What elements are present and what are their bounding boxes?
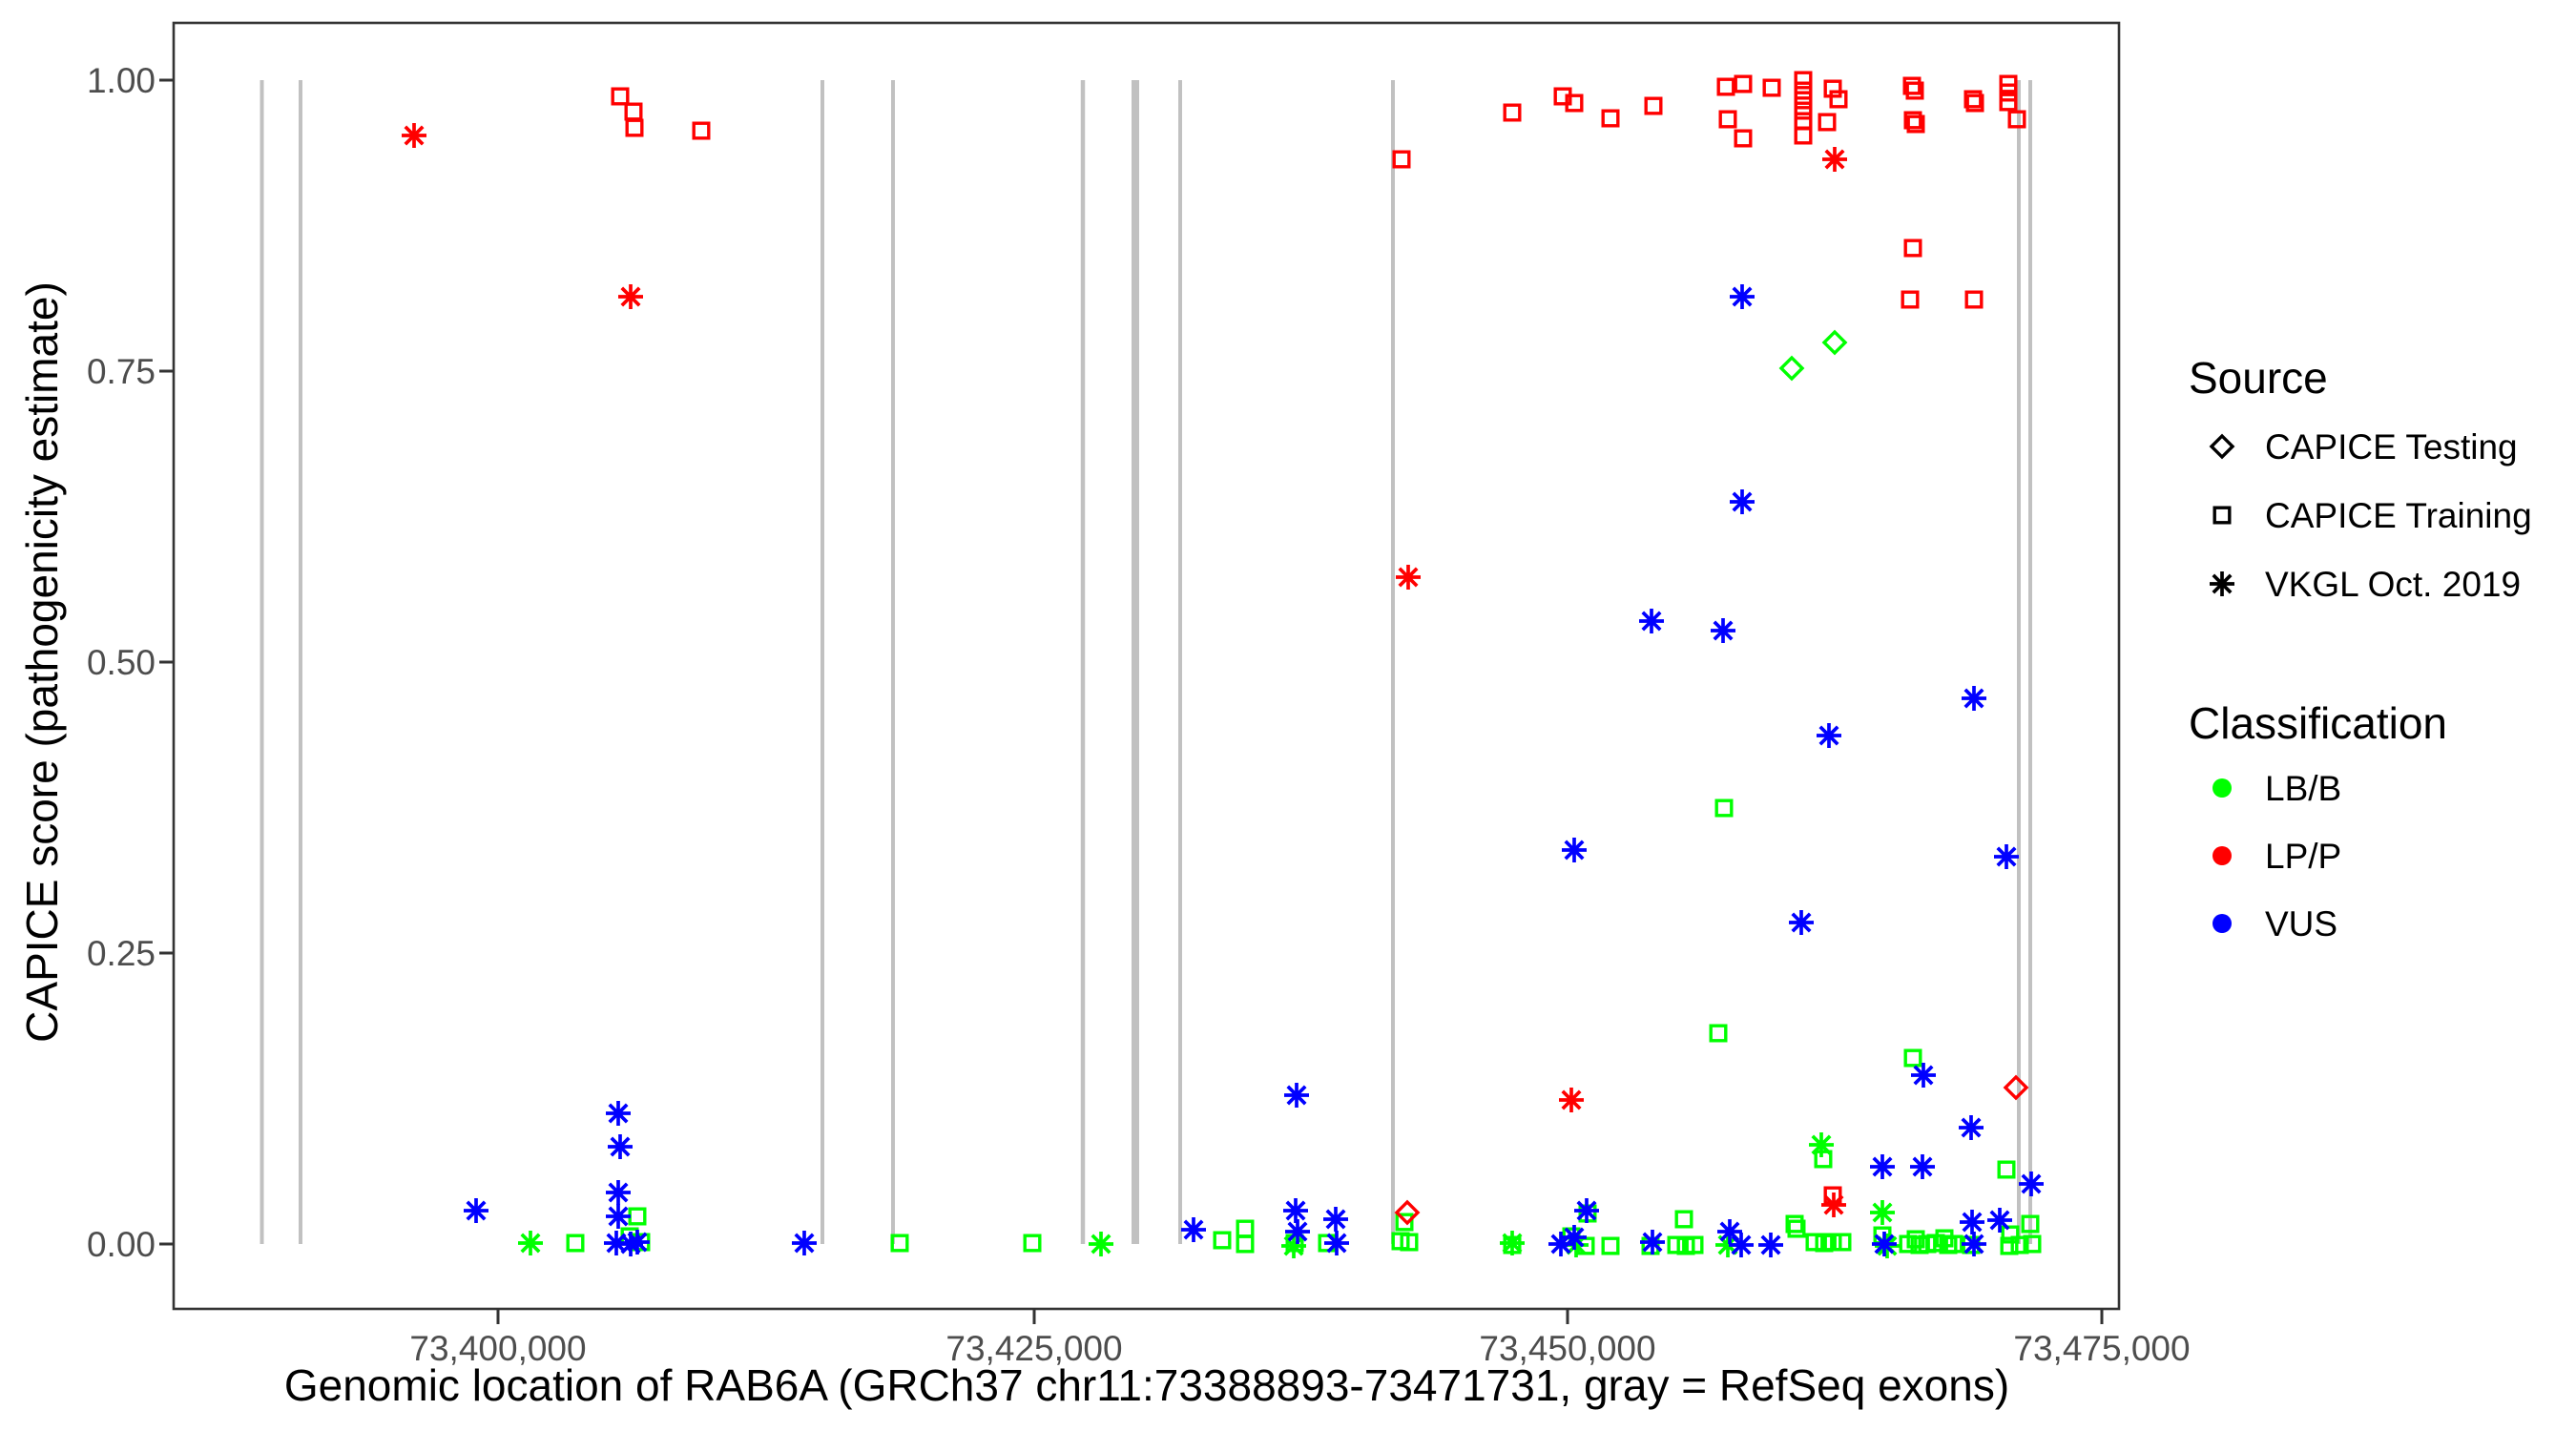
svg-text:VKGL Oct. 2019: VKGL Oct. 2019 bbox=[2265, 565, 2521, 604]
svg-text:0.25: 0.25 bbox=[87, 934, 156, 973]
svg-text:LB/B: LB/B bbox=[2265, 769, 2341, 808]
svg-text:73,400,000: 73,400,000 bbox=[409, 1329, 586, 1368]
svg-text:CAPICE score (pathogenicity es: CAPICE score (pathogenicity estimate) bbox=[17, 281, 67, 1043]
svg-text:Classification: Classification bbox=[2189, 698, 2447, 748]
svg-text:CAPICE Training: CAPICE Training bbox=[2265, 496, 2532, 535]
svg-text:Genomic location of RAB6A (GRC: Genomic location of RAB6A (GRCh37 chr11:… bbox=[284, 1360, 2009, 1410]
svg-text:73,450,000: 73,450,000 bbox=[1479, 1329, 1655, 1368]
svg-text:73,425,000: 73,425,000 bbox=[945, 1329, 1122, 1368]
svg-text:1.00: 1.00 bbox=[87, 61, 156, 100]
svg-text:VUS: VUS bbox=[2265, 904, 2337, 944]
svg-text:0.75: 0.75 bbox=[87, 352, 156, 391]
svg-text:Source: Source bbox=[2189, 353, 2328, 403]
svg-text:CAPICE Testing: CAPICE Testing bbox=[2265, 427, 2518, 467]
svg-text:LP/P: LP/P bbox=[2265, 837, 2341, 876]
svg-text:0.00: 0.00 bbox=[87, 1225, 156, 1264]
svg-text:73,475,000: 73,475,000 bbox=[2013, 1329, 2190, 1368]
svg-text:0.50: 0.50 bbox=[87, 643, 156, 682]
